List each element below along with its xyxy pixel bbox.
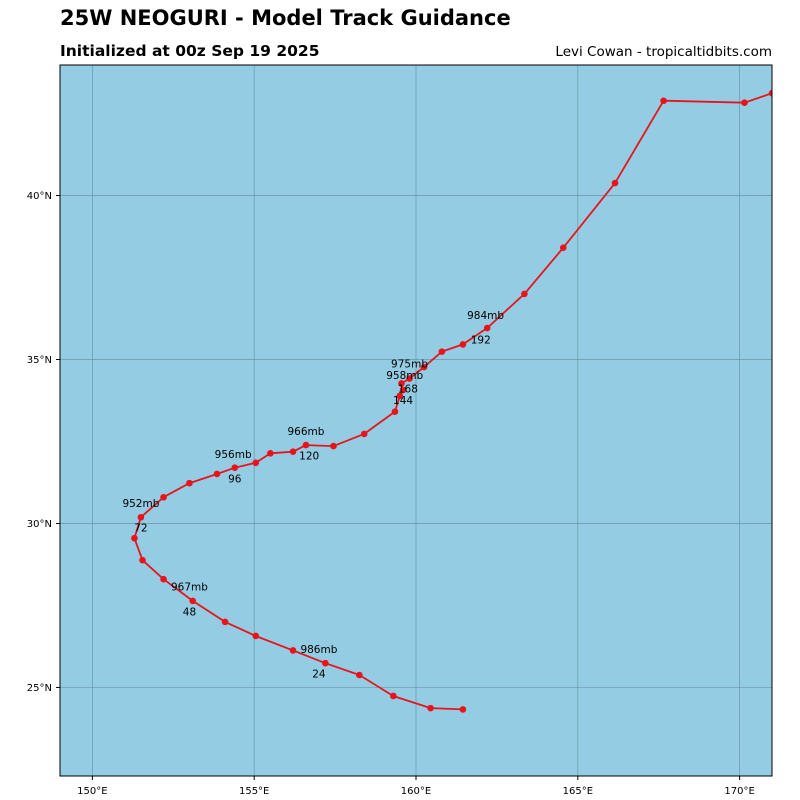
chart-title: 25W NEOGURI - Model Track Guidance [60,6,511,30]
forecast-hour-label: 168 [398,383,418,395]
track-point [252,632,260,640]
x-tick-label: 170°E [724,786,754,797]
axis-ticks: 150°E 155°E 160°E 165°E 170°E 25°N 30°N 35°N 40°… [27,191,755,797]
y-tick-label: 40°N [27,191,52,202]
track-point [559,244,567,251]
track-point [330,442,337,450]
forecast-hour-label: 192 [471,334,491,346]
track-point [131,534,138,542]
track-point [391,408,399,415]
forecast-hour-label: 144 [393,395,413,407]
y-tick-label: 35°N [27,355,52,366]
x-tick-label: 160°E [401,786,431,797]
forecast-hour-label: 120 [299,451,319,463]
forecast-hour-label: 72 [134,523,147,535]
track-point [252,459,260,467]
track-point [438,348,446,355]
track-point [289,647,297,654]
pressure-label: 967mb [171,582,208,594]
track-point [459,706,467,713]
track-point [360,430,368,438]
track-point [406,375,413,382]
track-point [221,618,229,626]
x-tick-label: 150°E [77,786,107,797]
y-tick-label: 30°N [27,519,52,530]
track-point [398,380,405,387]
track-point [160,493,167,501]
pressure-label: 952mb [122,498,159,510]
forecast-hour-label: 96 [228,473,242,485]
pressure-label: 984mb [467,310,504,322]
track-point [160,575,167,583]
track-point [289,448,297,455]
track-point [420,363,428,371]
pressure-label: 956mb [215,449,252,461]
track-point [139,556,146,564]
x-tick-label: 155°E [239,786,269,797]
track-point [660,97,667,105]
track-point [302,441,310,449]
pressure-label: 958mb [386,370,423,382]
track-point [322,659,329,667]
track-point [390,692,397,700]
graticule [60,65,772,776]
x-tick-label: 165°E [563,786,593,797]
credit-label: Levi Cowan - tropicaltidbits.com [555,44,772,60]
forecast-hour-label: 24 [312,669,326,681]
pressure-label: 966mb [287,426,324,438]
track-point [768,89,772,97]
track-point [483,324,491,332]
track-point [186,479,193,487]
track-point [356,671,363,679]
track-point [399,386,407,394]
pressure-label: 975mb [391,359,428,371]
track-point [137,513,145,521]
track-point [267,449,274,457]
chart-subtitle: Initialized at 00z Sep 19 2025 [60,42,320,60]
track-point [427,704,434,712]
track-point [231,464,239,472]
y-tick-label: 25°N [27,683,52,694]
forecast-track-line [133,92,772,711]
track-layer [131,89,772,713]
track-point [213,470,221,478]
forecast-hour-label: 48 [183,606,196,618]
track-point [189,597,196,605]
track-point [396,392,404,400]
pressure-label: 986mb [300,644,337,656]
track-point [459,341,467,348]
track-point [611,179,619,187]
track-point [521,290,528,298]
track-point [741,99,748,107]
